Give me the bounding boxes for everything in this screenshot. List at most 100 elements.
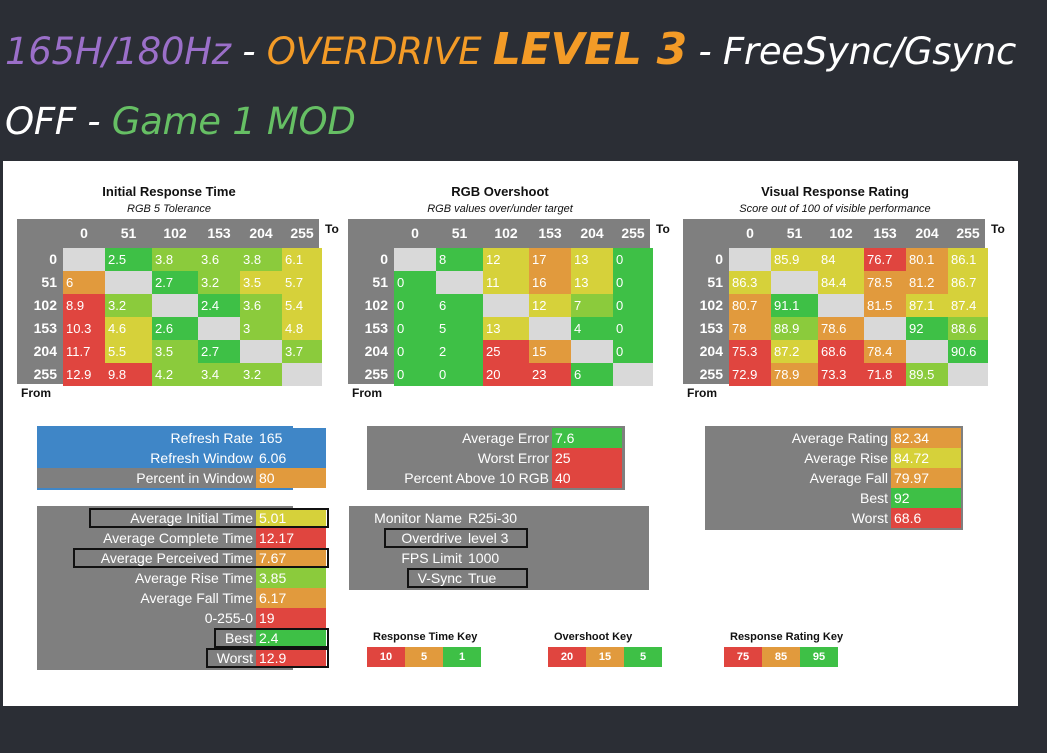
summary-row: Best 2.4: [37, 628, 329, 648]
summary-value: 12.17: [256, 528, 326, 548]
heatmap-cell: 2.6: [152, 317, 198, 340]
heatmap-row-header: 204: [33, 343, 57, 359]
heatmap-cell: 85.9: [771, 248, 818, 271]
sync-label: FreeSync/Gsync: [722, 30, 1017, 73]
heatmap-cell: 76.7: [864, 248, 906, 271]
heatmap-cell: 8: [436, 248, 483, 271]
highlight-outline: [383, 528, 528, 548]
heatmap-cell: 4.6: [105, 317, 152, 340]
heatmap-col-header: 204: [249, 225, 273, 241]
summary-row: FPS Limit 1000: [349, 548, 649, 568]
summary-label: 0-255-0: [204, 610, 253, 626]
heatmap-cell: 12.9: [63, 363, 105, 386]
summary-row: Average Rise Time 3.85: [37, 568, 326, 588]
heatmap-row-header: 51: [707, 274, 723, 290]
heatmap-cell: 13: [571, 271, 613, 294]
summary-label: Average Initial Time: [130, 510, 253, 526]
heatmap-cell: 90.6: [948, 340, 988, 363]
summary-label: Percent in Window: [136, 470, 253, 486]
summary-label: Percent Above 10 RGB: [404, 470, 549, 486]
heatmap-cell: 0: [394, 340, 436, 363]
heatmap-cell: 3.8: [240, 248, 282, 271]
key-cell: 20: [548, 647, 586, 667]
summary-row: Average Fall 79.97: [705, 468, 963, 488]
summary-label: V-Sync: [417, 570, 462, 586]
heatmap-col-header: 153: [207, 225, 231, 241]
heatmap-col-header: 0: [411, 225, 419, 241]
summary-label: Average Rise: [804, 450, 888, 466]
heatmap-col-header: 0: [746, 225, 754, 241]
highlight-outline: [73, 548, 329, 568]
summary-value: 19: [256, 608, 326, 628]
summary-row: Worst 68.6: [705, 508, 963, 528]
key-cell: 15: [586, 647, 624, 667]
heatmap-cell: 3.4: [198, 363, 240, 386]
heatmap-cell: 86.1: [948, 248, 988, 271]
summary-value: 2.4: [256, 628, 326, 648]
heatmap-cell: 0: [613, 248, 653, 271]
summary-label: Average Perceived Time: [100, 550, 253, 566]
heatmap-cell: 78.5: [864, 271, 906, 294]
heatmap-cell: 5: [436, 317, 483, 340]
heatmap-row-header: 102: [33, 297, 57, 313]
heatmap-cell: 92: [906, 317, 948, 340]
heatmap-cell: 5.7: [282, 271, 322, 294]
heatmap-cell: [63, 248, 105, 271]
summary-value: level 3: [468, 530, 509, 546]
heatmap-cell: 0: [394, 271, 436, 294]
heatmap-col-header: 153: [873, 225, 897, 241]
heatmap-cell: 78: [729, 317, 771, 340]
highlight-outline: [407, 568, 528, 588]
heatmap-row-header: 255: [33, 366, 57, 382]
heatmap-cell: 84: [818, 248, 864, 271]
heatmap-row-header: 51: [372, 274, 388, 290]
heatmap-col-header: 204: [915, 225, 939, 241]
summary-value: 6.17: [256, 588, 326, 608]
overdrive-level: LEVEL 3: [492, 24, 687, 75]
summary-label: Average Complete Time: [103, 530, 253, 546]
highlight-outline: [206, 648, 329, 668]
heatmap-cell: [613, 363, 653, 386]
summary-label: Best: [224, 630, 253, 646]
heatmap-cell: 15: [529, 340, 571, 363]
heatmap-cell: 87.4: [948, 294, 988, 317]
header-separator: -: [230, 30, 267, 73]
heatmap-subtitle: RGB values over/under target: [427, 203, 573, 215]
summary-row: Average Fall Time 6.17: [37, 588, 326, 608]
heatmap-cell: 9.8: [105, 363, 152, 386]
picture-mode: Game 1 MOD: [111, 100, 356, 143]
heatmap-cell: 11: [483, 271, 529, 294]
summary-value: 25: [552, 448, 622, 468]
summary-value: True: [468, 570, 497, 586]
heatmap-row-header: 102: [699, 297, 723, 313]
summary-row: V-Sync True: [349, 568, 649, 588]
key-cell: 85: [762, 647, 800, 667]
summary-label: Average Fall: [809, 470, 888, 486]
summary-row: Average Initial Time 5.01: [37, 508, 329, 528]
summary-label: Monitor Name: [374, 510, 462, 526]
heatmap-col-header: 102: [494, 225, 518, 241]
heatmap-cell: 73.3: [818, 363, 864, 386]
heatmap-cell: [529, 317, 571, 340]
heatmap-cell: 80.1: [906, 248, 948, 271]
heatmap-cell: [906, 340, 948, 363]
summary-row: Percent in Window 80: [37, 468, 326, 488]
summary-value: 165: [256, 428, 326, 448]
sync-state: OFF: [5, 100, 76, 143]
heatmap-cell: 7: [571, 294, 613, 317]
heatmap-title: Initial Response Time: [102, 184, 236, 199]
heatmap-row-header: 204: [699, 343, 723, 359]
heatmap-col-header: 51: [786, 225, 803, 241]
heatmap-cell: [571, 340, 613, 363]
header-line-2: OFF - Game 1 MOD: [5, 100, 356, 143]
heatmap-col-header: 255: [956, 225, 980, 241]
heatmap-cell: 12: [529, 294, 571, 317]
heatmap-cell: [948, 363, 988, 386]
summary-value: R25i-30: [468, 510, 518, 526]
heatmap-cell: 5.5: [105, 340, 152, 363]
heatmap-row-header: 255: [699, 366, 723, 382]
heatmap-cell: 88.9: [771, 317, 818, 340]
heatmap-cell: [198, 317, 240, 340]
heatmap-subtitle: RGB 5 Tolerance: [127, 203, 211, 215]
heatmap-cell: 86.7: [948, 271, 988, 294]
